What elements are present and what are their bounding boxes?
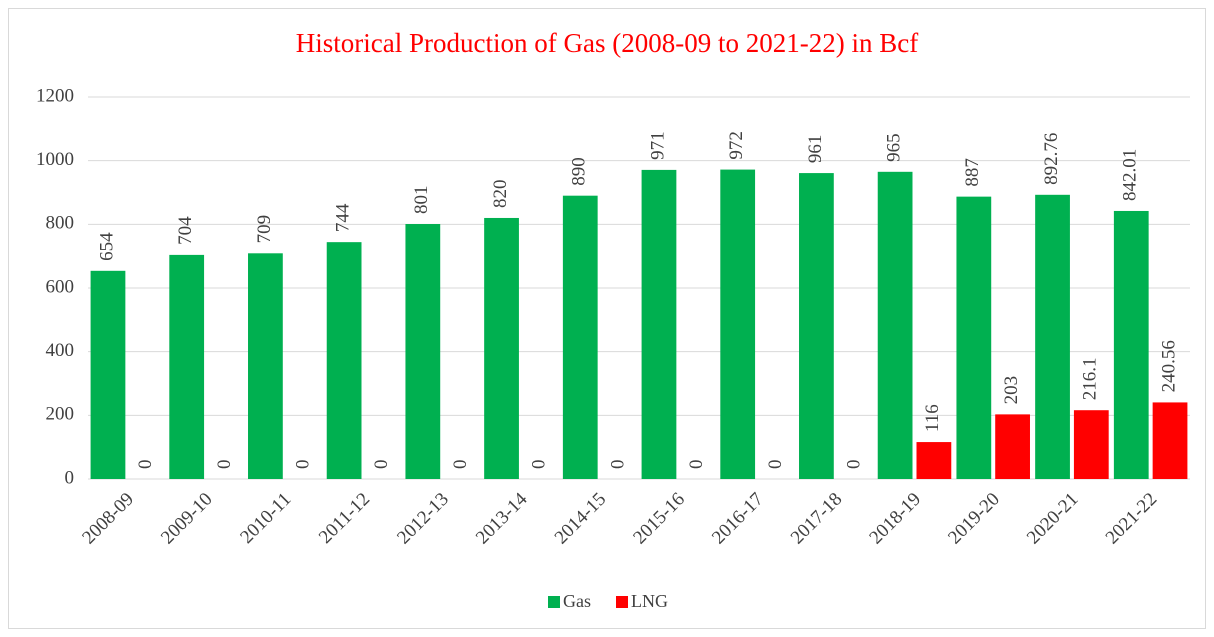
data-label: 0 bbox=[214, 460, 235, 470]
bar bbox=[720, 169, 756, 479]
data-label: 820 bbox=[490, 179, 511, 208]
data-label: 892.76 bbox=[1041, 133, 1062, 185]
y-tick-label: 800 bbox=[46, 213, 75, 234]
data-label: 744 bbox=[332, 203, 353, 232]
data-label: 0 bbox=[765, 460, 786, 470]
chart-title: Historical Production of Gas (2008-09 to… bbox=[296, 28, 918, 58]
data-label: 216.1 bbox=[1080, 357, 1101, 400]
data-label: 842.01 bbox=[1120, 149, 1141, 201]
y-tick-label: 200 bbox=[46, 404, 75, 425]
bar bbox=[405, 224, 441, 479]
bar bbox=[916, 442, 952, 479]
data-label: 203 bbox=[1001, 376, 1022, 405]
y-tick-label: 0 bbox=[65, 467, 75, 488]
data-label: 961 bbox=[805, 135, 826, 164]
bar bbox=[799, 173, 834, 479]
data-label: 890 bbox=[569, 157, 590, 186]
data-label: 801 bbox=[411, 186, 432, 215]
bar bbox=[562, 195, 598, 479]
data-label: 0 bbox=[844, 460, 865, 470]
legend-swatch bbox=[548, 596, 560, 608]
bar bbox=[326, 242, 362, 479]
bar bbox=[877, 171, 913, 479]
data-label: 0 bbox=[607, 460, 628, 470]
data-label: 0 bbox=[529, 460, 550, 470]
data-label: 0 bbox=[371, 460, 392, 470]
bar bbox=[1113, 210, 1149, 479]
data-label: 704 bbox=[175, 216, 196, 245]
data-label: 965 bbox=[883, 133, 904, 162]
y-tick-label: 400 bbox=[46, 340, 75, 361]
bar bbox=[484, 217, 519, 479]
data-label: 654 bbox=[96, 232, 117, 261]
data-label: 0 bbox=[293, 460, 314, 470]
bar bbox=[169, 254, 205, 479]
y-tick-label: 1000 bbox=[36, 149, 74, 170]
bar bbox=[995, 414, 1030, 479]
data-label: 240.56 bbox=[1158, 340, 1179, 392]
y-tick-label: 1200 bbox=[36, 85, 74, 106]
legend-label: LNG bbox=[631, 591, 668, 611]
legend-swatch bbox=[616, 596, 628, 608]
data-label: 0 bbox=[450, 460, 471, 470]
data-label: 709 bbox=[254, 215, 275, 244]
data-label: 0 bbox=[135, 460, 156, 470]
data-label: 971 bbox=[647, 131, 668, 160]
bar bbox=[248, 253, 283, 479]
bar bbox=[1035, 194, 1070, 479]
chart-frame bbox=[8, 8, 1206, 629]
bar bbox=[1073, 410, 1109, 479]
data-label: 0 bbox=[686, 460, 707, 470]
data-label: 116 bbox=[922, 404, 943, 432]
bar bbox=[641, 169, 677, 480]
bar bbox=[90, 270, 126, 479]
y-tick-label: 600 bbox=[46, 276, 75, 297]
data-label: 887 bbox=[962, 158, 983, 187]
legend-label: Gas bbox=[563, 591, 591, 611]
data-label: 972 bbox=[726, 131, 747, 160]
bar bbox=[1152, 402, 1188, 479]
bar bbox=[956, 196, 992, 479]
